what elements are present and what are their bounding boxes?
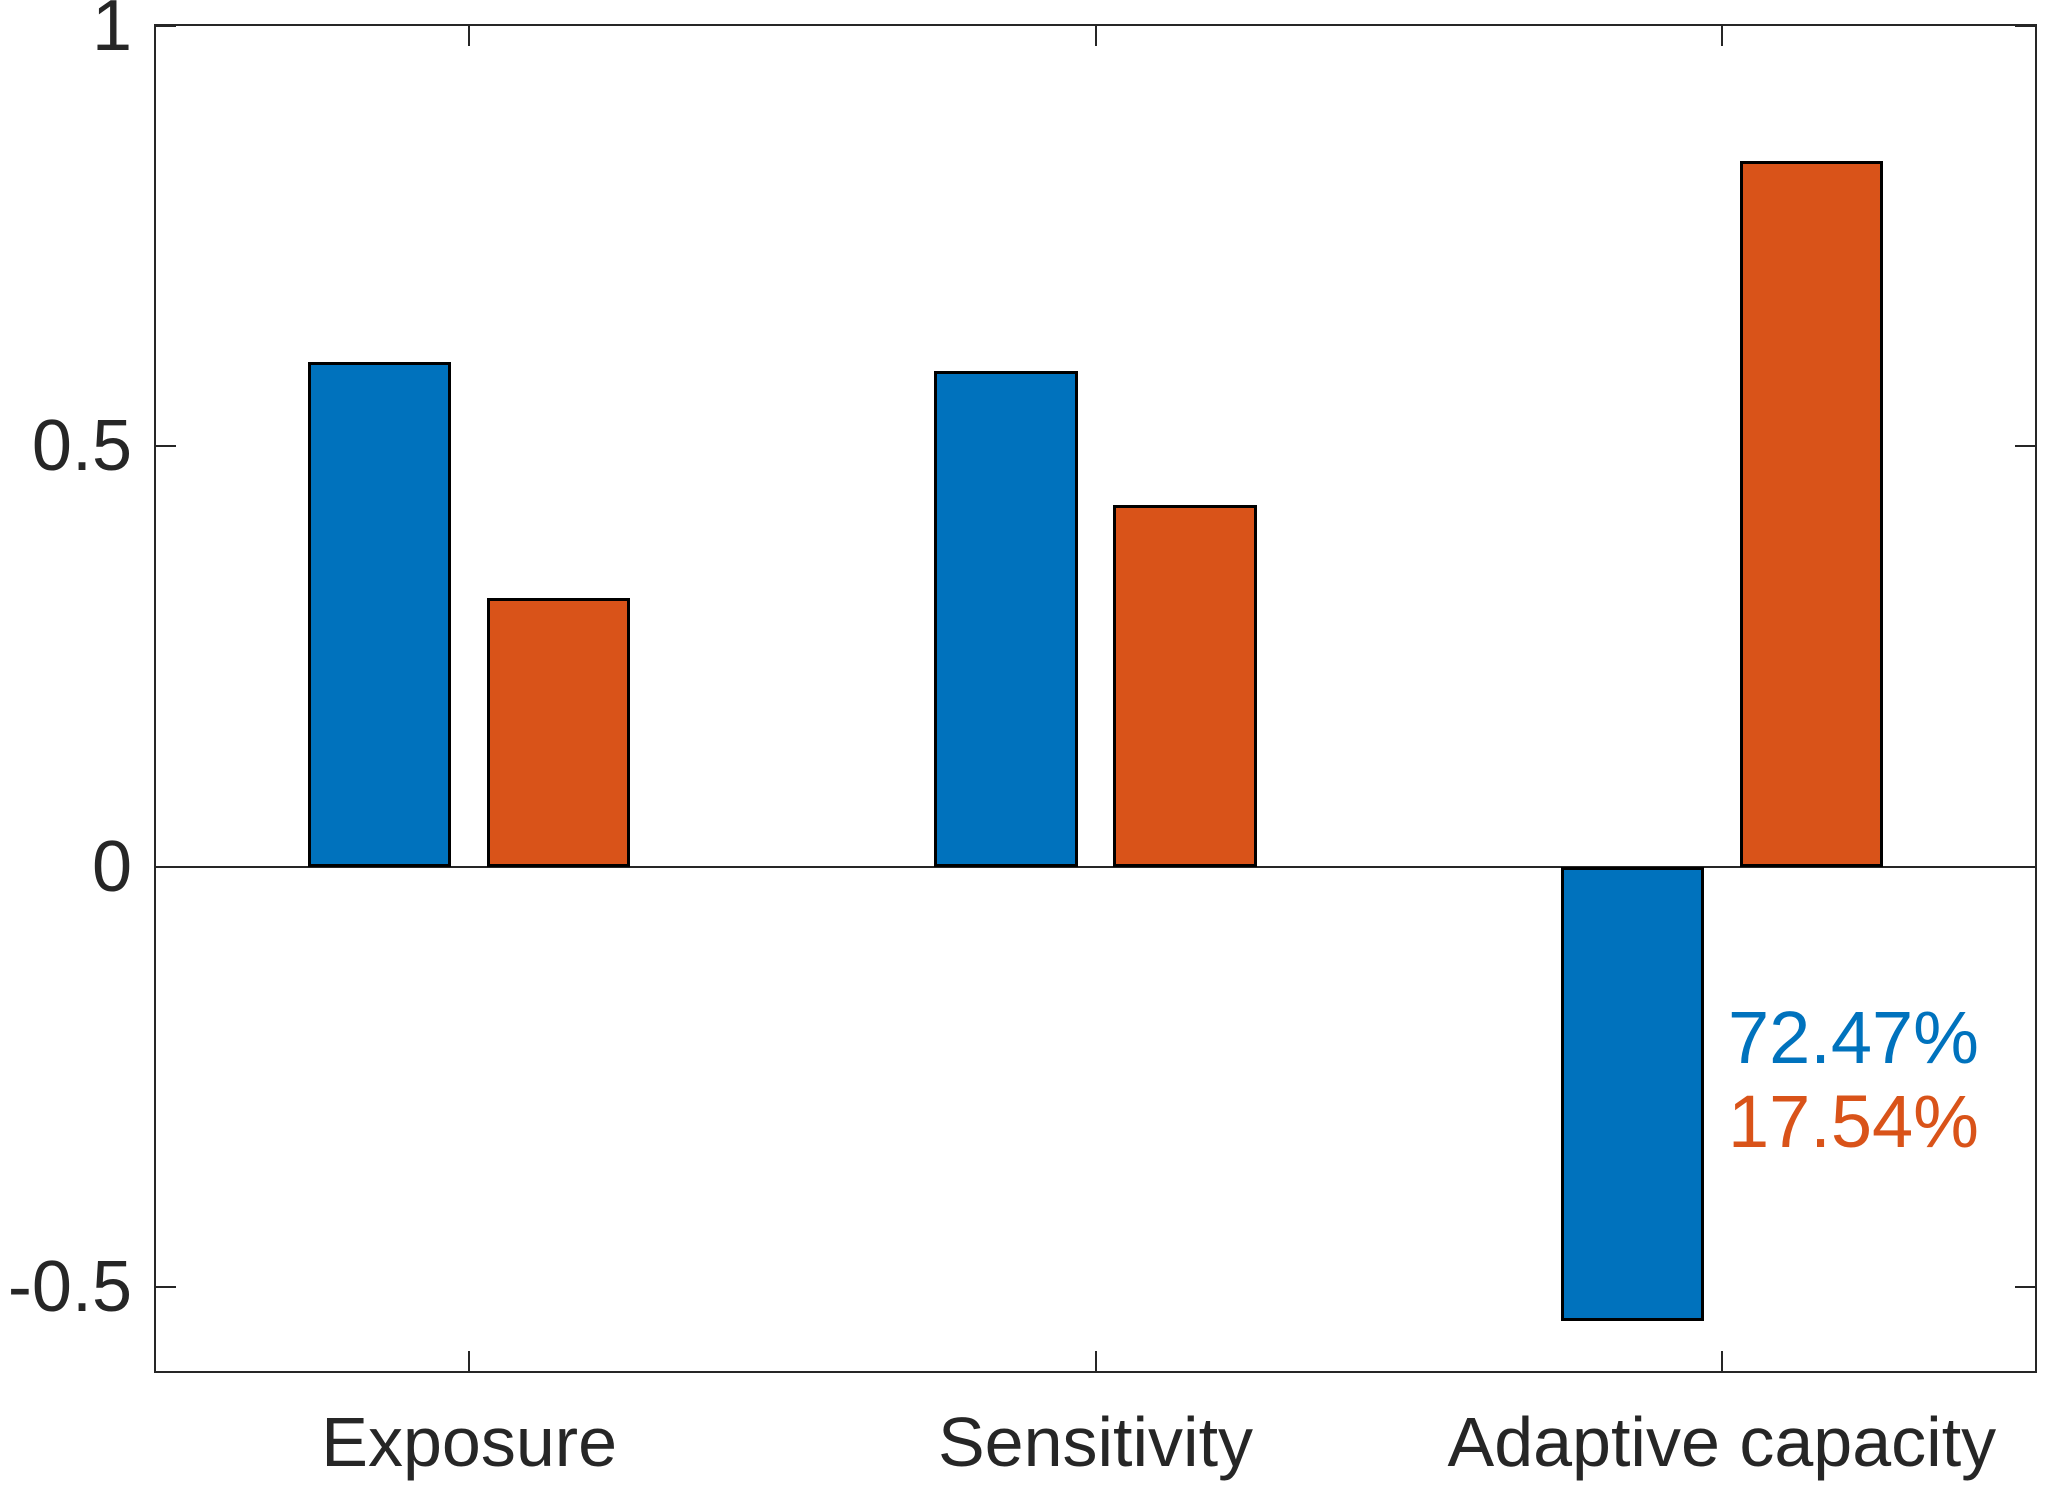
x-tick-top [1720, 26, 1723, 46]
y-tick-right [2015, 865, 2035, 868]
y-tick-left [156, 865, 176, 868]
x-tick-top [468, 26, 471, 46]
y-tick-label: 0 [91, 826, 132, 907]
zero-baseline [156, 865, 2035, 868]
y-tick-label: -0.5 [7, 1246, 132, 1327]
y-tick-right [2015, 25, 2035, 27]
y-tick-left [156, 1285, 176, 1288]
bar-blue-series-1 [934, 370, 1078, 867]
annotation-block: 72.47% 17.54% [1728, 996, 1979, 1164]
bar-orange-series-0 [487, 597, 631, 867]
x-tick-label: Exposure [321, 1403, 618, 1481]
bar-blue-series-0 [308, 362, 452, 867]
y-axis-labels: 1 0.5 0 -0.5 [0, 0, 132, 1492]
plot-area [154, 24, 2037, 1373]
y-tick-left [156, 25, 176, 27]
x-tick-label: Adaptive capacity [1447, 1403, 1997, 1481]
bar-orange-series-1 [1113, 505, 1257, 867]
y-tick-label: 1 [91, 0, 132, 66]
y-tick-label: 0.5 [31, 406, 132, 487]
x-tick-label: Sensitivity [937, 1403, 1254, 1481]
x-tick-bottom [1720, 1351, 1723, 1371]
x-axis-labels: Exposure Sensitivity Adaptive capacity [0, 1404, 2067, 1484]
x-tick-bottom [1094, 1351, 1097, 1371]
y-tick-right [2015, 445, 2035, 448]
x-tick-bottom [468, 1351, 471, 1371]
y-tick-right [2015, 1285, 2035, 1288]
x-tick-top [1094, 26, 1097, 46]
y-tick-left [156, 445, 176, 448]
bar-orange-series-2 [1739, 160, 1883, 867]
annotation-line-2: 17.54% [1728, 1080, 1979, 1163]
annotation-line-1: 72.47% [1728, 996, 1979, 1079]
bar-blue-series-2 [1560, 866, 1704, 1321]
